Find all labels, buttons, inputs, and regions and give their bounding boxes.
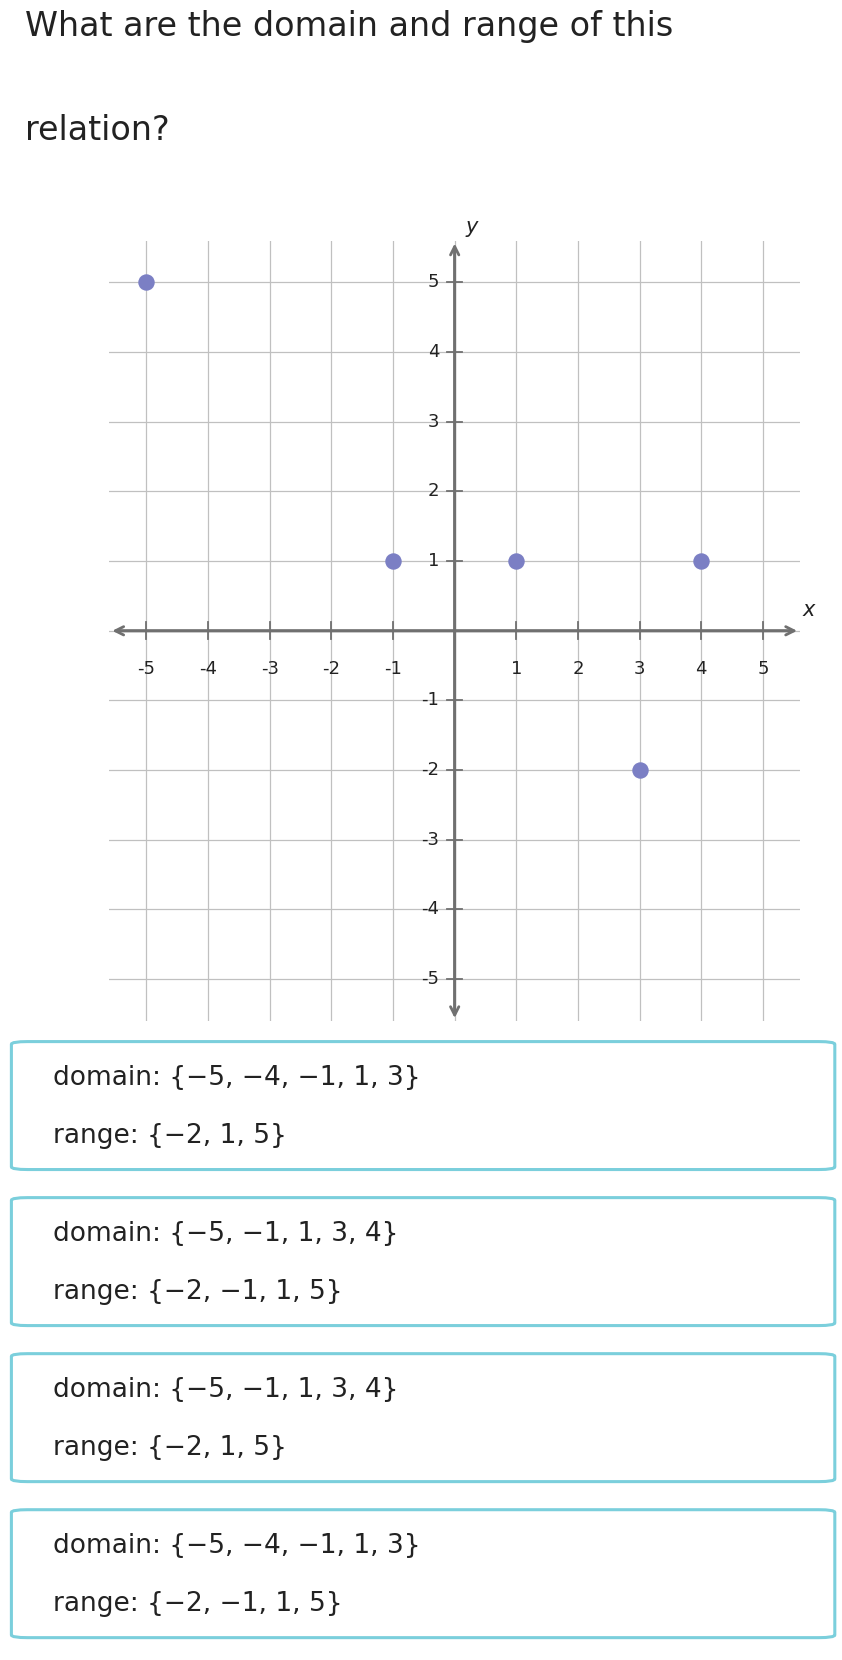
Text: domain: {−5, −1, 1, 3, 4}: domain: {−5, −1, 1, 3, 4}	[53, 1378, 398, 1403]
Point	[386, 548, 400, 574]
FancyBboxPatch shape	[12, 1509, 834, 1638]
Text: range: {−2, 1, 5}: range: {−2, 1, 5}	[53, 1122, 287, 1149]
Text: 4: 4	[695, 661, 707, 677]
Text: -4: -4	[421, 900, 440, 918]
Text: -5: -5	[421, 969, 440, 988]
FancyBboxPatch shape	[12, 1353, 834, 1482]
Text: domain: {−5, −4, −1, 1, 3}: domain: {−5, −4, −1, 1, 3}	[53, 1066, 421, 1091]
Text: 4: 4	[428, 344, 440, 362]
Text: range: {−2, −1, 1, 5}: range: {−2, −1, 1, 5}	[53, 1590, 343, 1617]
Text: What are the domain and range of this: What are the domain and range of this	[25, 10, 674, 43]
Point	[695, 548, 708, 574]
Text: 3: 3	[428, 413, 440, 432]
FancyBboxPatch shape	[12, 1041, 834, 1170]
Text: 5: 5	[428, 274, 440, 292]
Text: relation?: relation?	[25, 115, 170, 148]
Text: x: x	[803, 599, 815, 619]
Text: domain: {−5, −1, 1, 3, 4}: domain: {−5, −1, 1, 3, 4}	[53, 1222, 398, 1247]
Text: -1: -1	[421, 692, 440, 709]
Text: 2: 2	[428, 483, 440, 500]
Point	[633, 757, 647, 784]
FancyBboxPatch shape	[12, 1197, 834, 1326]
Point	[140, 269, 153, 295]
Text: 5: 5	[757, 661, 769, 677]
Text: 2: 2	[573, 661, 584, 677]
Text: -2: -2	[322, 661, 340, 677]
Text: 1: 1	[428, 553, 440, 569]
Point	[509, 548, 523, 574]
Text: range: {−2, 1, 5}: range: {−2, 1, 5}	[53, 1434, 287, 1461]
Text: 1: 1	[510, 661, 522, 677]
Text: -3: -3	[421, 830, 440, 848]
Text: -1: -1	[384, 661, 402, 677]
Text: domain: {−5, −4, −1, 1, 3}: domain: {−5, −4, −1, 1, 3}	[53, 1534, 421, 1559]
Text: -5: -5	[137, 661, 156, 677]
Text: 3: 3	[634, 661, 645, 677]
Text: range: {−2, −1, 1, 5}: range: {−2, −1, 1, 5}	[53, 1278, 343, 1305]
Text: -4: -4	[199, 661, 217, 677]
Text: -2: -2	[421, 762, 440, 779]
Text: -3: -3	[261, 661, 279, 677]
Text: y: y	[466, 217, 478, 237]
